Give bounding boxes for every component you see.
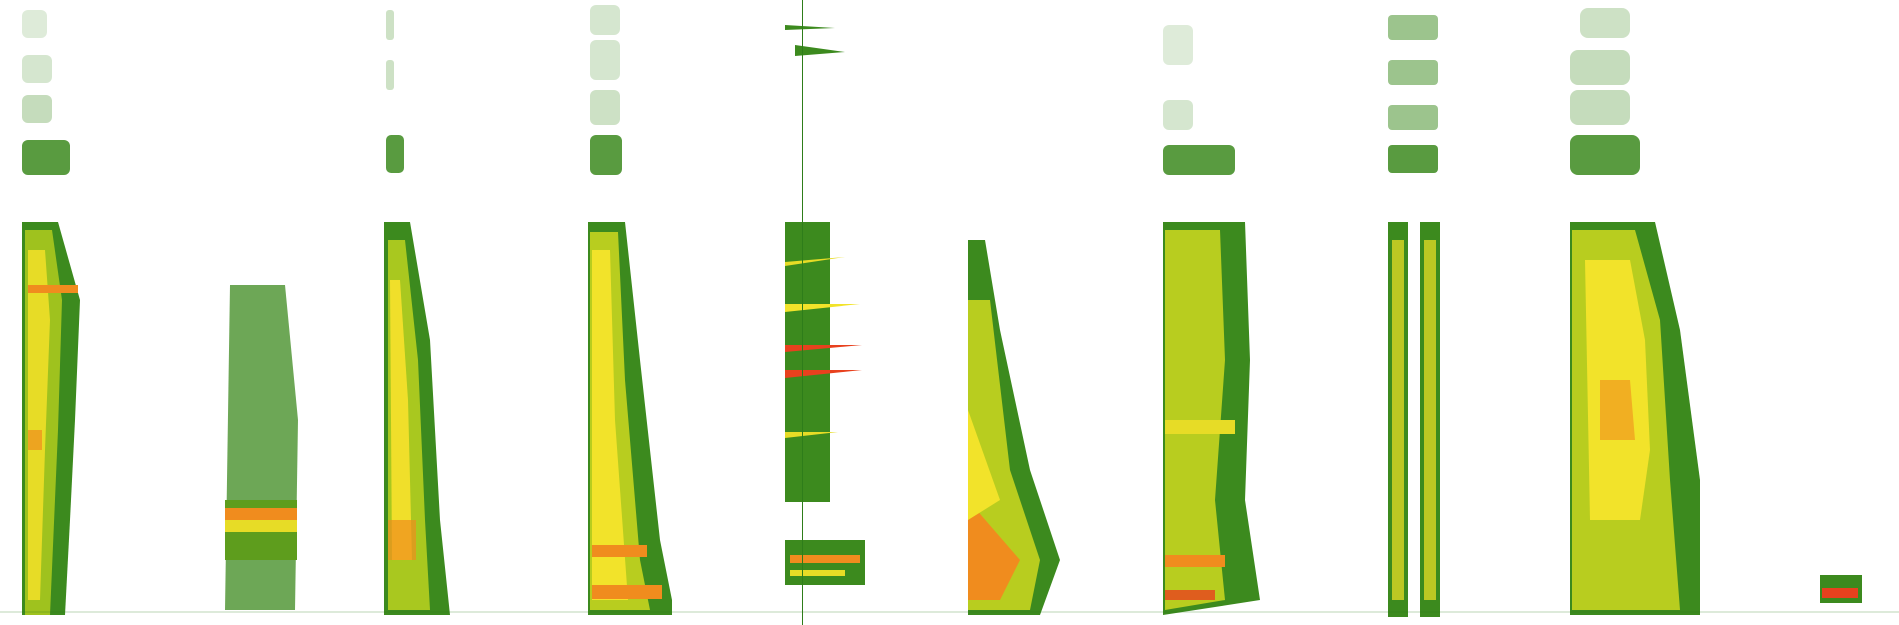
call-10 bbox=[1820, 575, 1862, 603]
baseline-noise bbox=[0, 611, 1899, 613]
upper-harmonics bbox=[22, 5, 1640, 175]
call-7 bbox=[1163, 222, 1260, 615]
call-6 bbox=[968, 240, 1060, 615]
call-4 bbox=[588, 222, 672, 615]
call-9 bbox=[1570, 222, 1700, 615]
call-8 bbox=[1388, 222, 1440, 617]
call-2 bbox=[225, 285, 298, 610]
call-3 bbox=[384, 222, 450, 615]
call-1 bbox=[22, 222, 80, 615]
call-5 bbox=[785, 0, 865, 625]
